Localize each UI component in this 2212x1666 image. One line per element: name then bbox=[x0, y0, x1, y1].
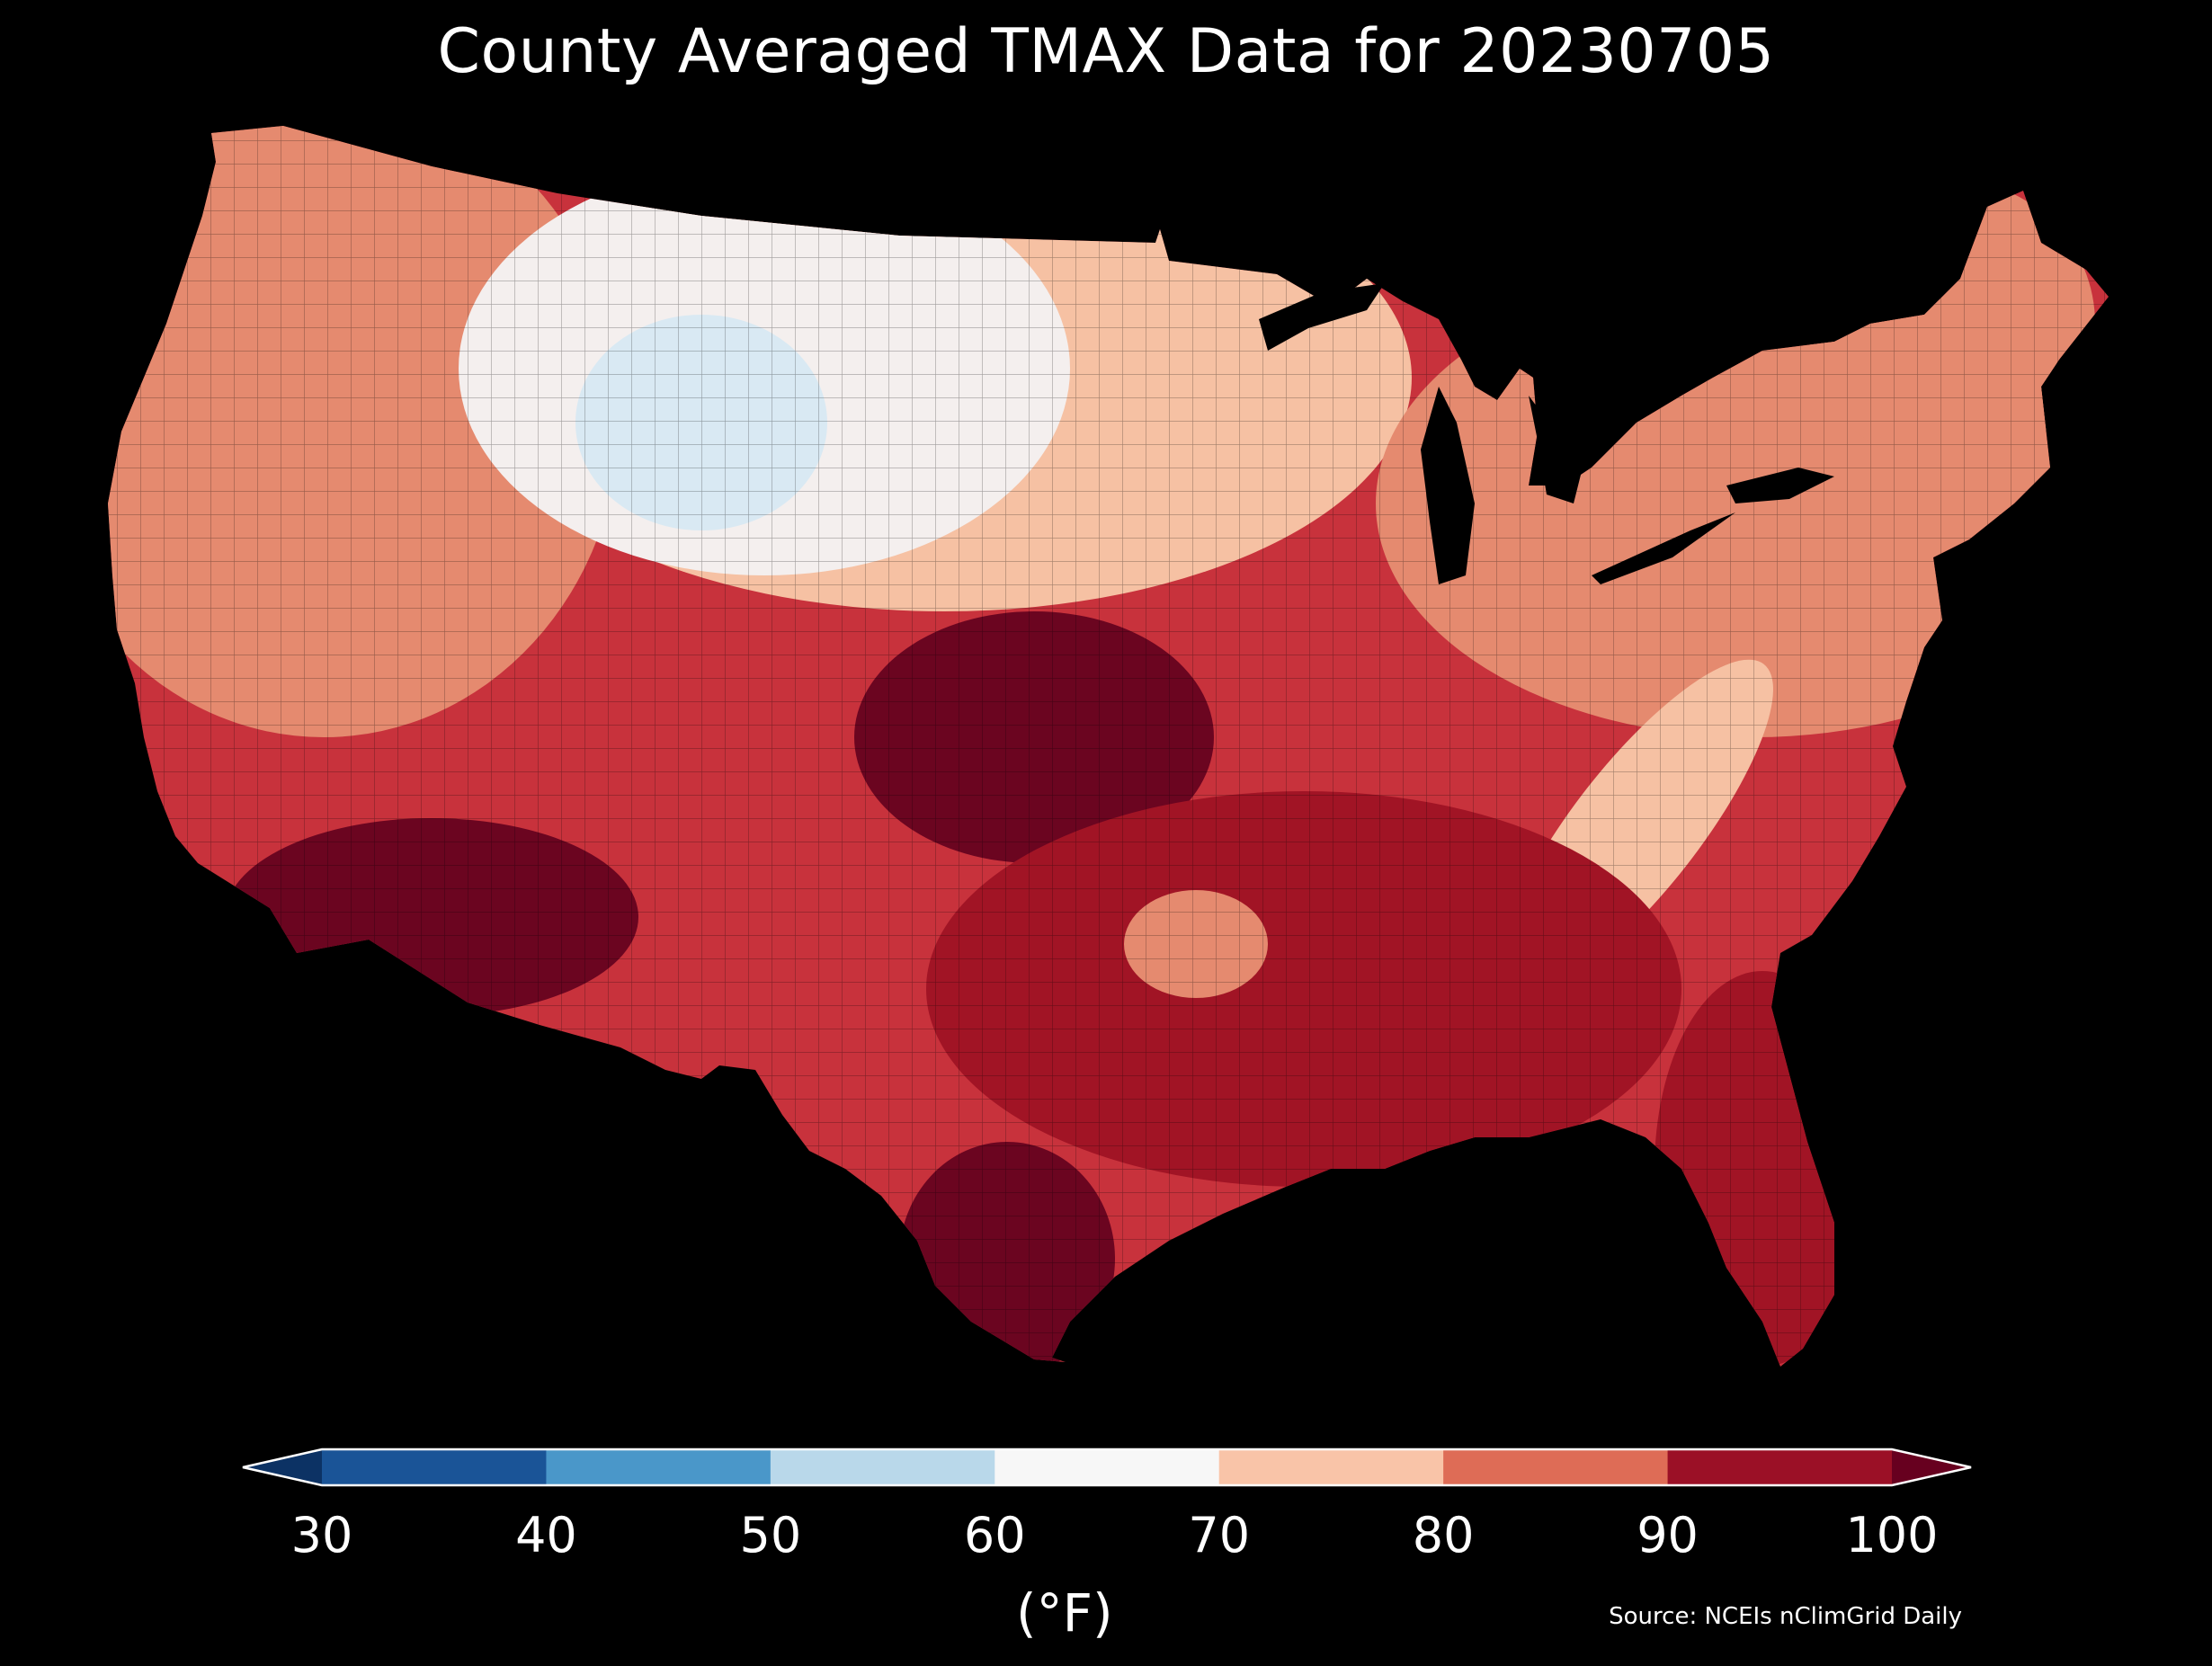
colorbar-bin-40-50 bbox=[546, 1449, 772, 1485]
colorbar-tick-100: 100 bbox=[1845, 1507, 1939, 1564]
great-lakes bbox=[1259, 283, 1834, 584]
colorbar-outline bbox=[242, 1448, 1972, 1487]
colorbar-over-arrow bbox=[1892, 1449, 1971, 1485]
source-note: Source: NCEIs nClimGrid Daily bbox=[1609, 1603, 1962, 1630]
colorbar-under-arrow bbox=[243, 1449, 322, 1485]
colorbar-bin-30-40 bbox=[322, 1449, 547, 1485]
colorbar-tick-30: 30 bbox=[290, 1507, 353, 1564]
colorbar-tick-80: 80 bbox=[1412, 1507, 1475, 1564]
colorbar-bin-50-60 bbox=[770, 1449, 995, 1485]
colorbar-tick-70: 70 bbox=[1188, 1507, 1251, 1564]
colorbar-tick-40: 40 bbox=[515, 1507, 577, 1564]
colorbar-tick-60: 60 bbox=[963, 1507, 1026, 1564]
colorbar-bin-80-90 bbox=[1443, 1449, 1669, 1485]
colorbar-bin-70-80 bbox=[1218, 1449, 1444, 1485]
colorbar-bin-90-100 bbox=[1667, 1449, 1893, 1485]
colorbar bbox=[242, 1448, 1972, 1487]
colorbar-tick-90: 90 bbox=[1637, 1507, 1699, 1564]
colorbar-unit-label: (°F) bbox=[1016, 1582, 1113, 1644]
map-title: County Averaged TMAX Data for 20230705 bbox=[437, 16, 1775, 87]
colorbar-tick-50: 50 bbox=[739, 1507, 802, 1564]
colorbar-bin-60-70 bbox=[995, 1449, 1220, 1485]
